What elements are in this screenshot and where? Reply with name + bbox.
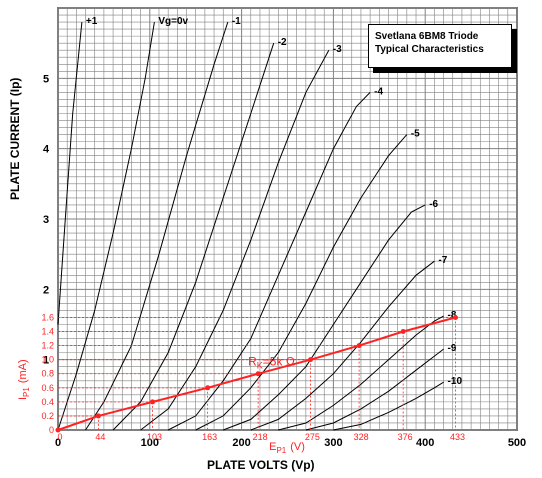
load-line-label: RK=5k Ω <box>248 354 295 370</box>
load-point <box>205 385 211 391</box>
chart-title-line-1: Svetlana 6BM8 Triode <box>375 31 479 42</box>
load-y-tick-label: 1.6 <box>41 312 54 322</box>
curve-label: -1 <box>232 16 241 27</box>
curve-label: -7 <box>438 255 447 266</box>
grid-curve <box>57 22 83 325</box>
x-tick-label: 100 <box>141 437 159 449</box>
load-point <box>356 343 362 349</box>
grid-curve <box>195 134 408 431</box>
y-tick-label: 2 <box>43 284 49 296</box>
load-x-tick-label: 275 <box>305 432 320 442</box>
x-axis-label: PLATE VOLTS (Vp) <box>207 458 315 472</box>
y-axis-label: PLATE CURRENT (Ip) <box>8 77 22 200</box>
load-y-tick-label: 1.2 <box>41 341 54 351</box>
y-tick-label: 3 <box>43 214 49 226</box>
y-tick-label: 4 <box>43 144 50 156</box>
load-x-tick-label: 433 <box>450 432 465 442</box>
curve-label: -10 <box>448 376 463 387</box>
load-y-tick-label: 1.4 <box>41 327 54 337</box>
load-y-tick-label: 0 <box>49 425 54 435</box>
grid-curve <box>140 49 330 431</box>
ticks: 0 100 200 300 400 500 1 2 3 4 5 0 44 103 163 218 275 328 3… <box>17 73 526 455</box>
curve-label: -6 <box>429 199 438 210</box>
grid-curve <box>333 381 444 431</box>
load-point <box>255 371 261 377</box>
load-point <box>307 357 313 363</box>
load-x-tick-label: 328 <box>354 432 369 442</box>
grid-curve <box>112 43 275 431</box>
load-x-tick-label: 44 <box>95 432 105 442</box>
grid-curve <box>250 260 435 431</box>
chart-title-line-2: Typical Characteristics <box>375 44 484 55</box>
load-y-tick-label: 1.0 <box>41 355 54 365</box>
load-y-tick-label: 0.4 <box>41 397 54 407</box>
grid-curve <box>305 348 444 431</box>
load-x-tick-label: 103 <box>147 432 162 442</box>
load-y-tick-label: 0.8 <box>41 369 54 379</box>
x-tick-label: 500 <box>508 437 526 449</box>
load-y-tick-label: 0.6 <box>41 383 54 393</box>
curve-label: -3 <box>333 44 342 55</box>
load-y-axis-label: IP1(mA) <box>17 359 31 400</box>
x-tick-label: 300 <box>324 437 342 449</box>
y-tick-label: 1 <box>43 355 49 367</box>
x-tick-label: 400 <box>416 437 434 449</box>
curve-label: +1 <box>86 16 98 27</box>
curve-label: -4 <box>374 86 383 97</box>
load-x-tick-label: 218 <box>253 432 268 442</box>
x-tick-label: 200 <box>232 437 250 449</box>
grid-curve <box>167 92 371 431</box>
y-tick-label: 5 <box>43 73 49 85</box>
load-x-tick-label: 163 <box>202 432 217 442</box>
load-x-tick-label: 0 <box>57 432 62 442</box>
load-point <box>400 329 406 335</box>
load-x-tick-label: 376 <box>398 432 413 442</box>
grid-curve <box>223 204 426 431</box>
curve-label: -2 <box>278 37 287 48</box>
load-x-axis-label: EP1 (V) <box>269 441 305 455</box>
curve-label: -8 <box>448 310 457 321</box>
curve-label: -9 <box>448 343 457 354</box>
load-point <box>55 427 61 433</box>
curve-label: -5 <box>411 129 420 140</box>
grid-curve <box>57 22 155 431</box>
load-y-tick-label: 0.2 <box>41 411 54 421</box>
load-point <box>452 314 458 320</box>
load-line: RK=5k Ω <box>55 314 458 433</box>
load-point <box>150 399 156 405</box>
load-point <box>95 413 101 419</box>
x-tick-label: 0 <box>55 437 61 449</box>
chart-title: Svetlana 6BM8 Triode Typical Characteris… <box>368 24 512 68</box>
curve-label: Vg=0v <box>158 16 188 27</box>
